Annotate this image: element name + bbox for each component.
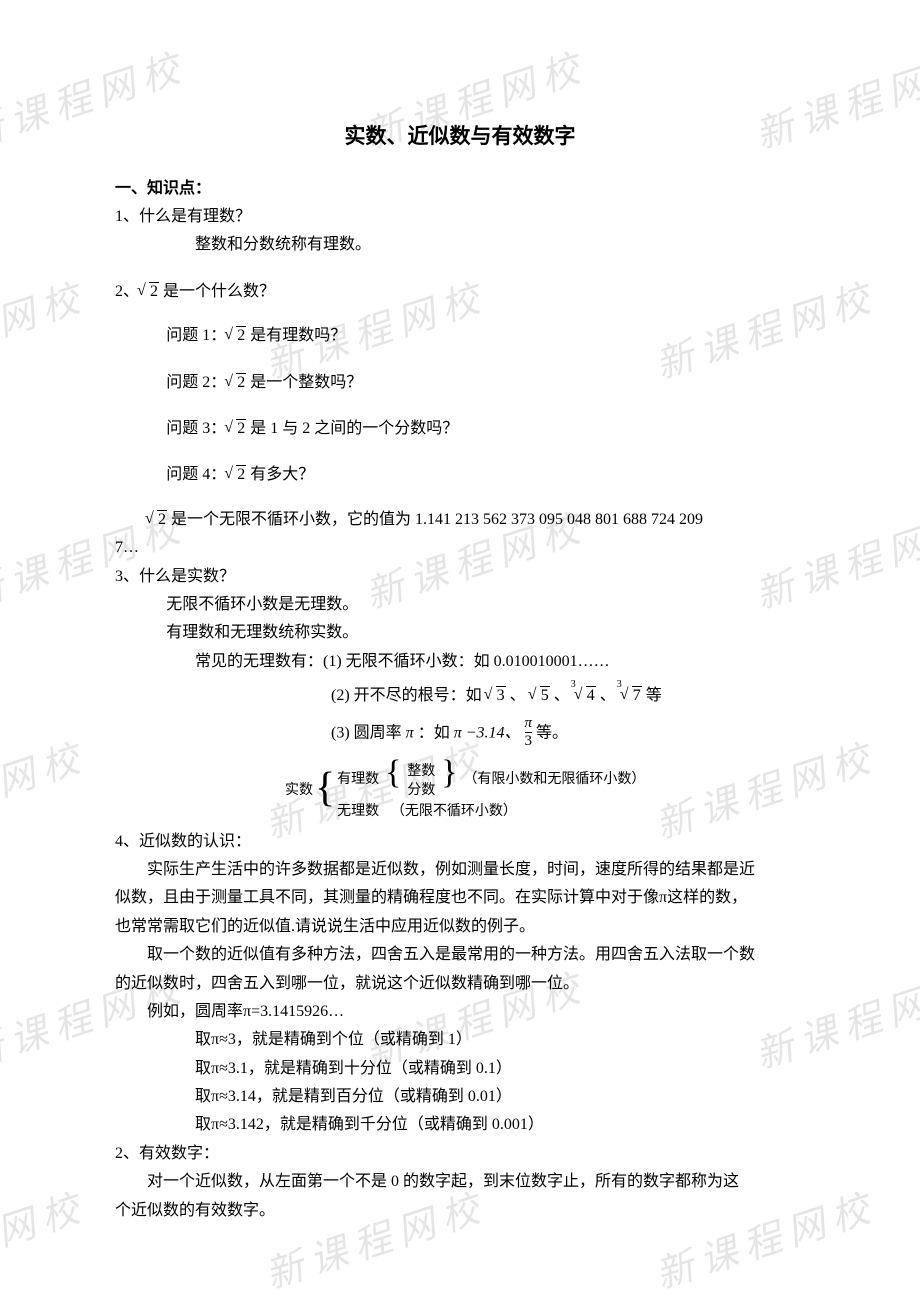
sqrt-icon: 2 bbox=[226, 323, 246, 349]
pi-fraction: π 3 bbox=[525, 715, 533, 749]
q1-pre: 问题 1： bbox=[166, 327, 226, 344]
item-1-question: 1、什么是有理数？ bbox=[115, 204, 805, 230]
item-4-para2b: 的近似数时，四舍五入到哪一位，就说这个近似数精确到哪一位。 bbox=[115, 971, 805, 997]
sqrt-radicand: 2 bbox=[236, 326, 246, 344]
tree-rational-row: 有理数 { 整数 分数 } （有限小数和无限循环小数） bbox=[337, 757, 645, 799]
item-5-heading: 2、有效数字： bbox=[115, 1141, 805, 1167]
tree-rational-note: （有限小数和无限循环小数） bbox=[463, 770, 645, 786]
sqrt-radicand: 2 bbox=[236, 465, 246, 483]
sqrt-icon: 2 bbox=[139, 279, 159, 305]
item-4-para1c: 也常常需取它们的近似值.请说说生活中应用近似数的例子。 bbox=[115, 914, 805, 940]
sqrt-radicand: 5 bbox=[540, 686, 550, 704]
pi-minus: π −3.14、 bbox=[454, 725, 521, 742]
real-number-tree: 实数 { 有理数 { 整数 分数 } （有限小数和无限循环小数） 无理数 （无限… bbox=[115, 757, 805, 820]
tree-irrational: 无理数 bbox=[337, 802, 379, 818]
sqrt-icon: 2 bbox=[226, 370, 246, 396]
sqrt2-value-line: 2 是一个无限不循环小数，它的值为 1.141 213 562 373 095 … bbox=[115, 507, 805, 533]
cuberoot-icon: 4 bbox=[574, 683, 596, 709]
item-5-line-1: 对一个近似数，从左面第一个不是 0 的数字起，到末位数字止，所有的数字都称为这 bbox=[115, 1169, 805, 1195]
item-3-line-2: 有理数和无理数统称实数。 bbox=[115, 620, 805, 646]
sqrt-icon: 3 bbox=[486, 683, 506, 709]
item-4-para1a: 实际生产生活中的许多数据都是近似数，例如测量长度，时间，速度所得的结果都是近 bbox=[115, 857, 805, 883]
pi-ex-1: 取π≈3，就是精确到个位（或精确到 1） bbox=[115, 1027, 805, 1053]
document-page: 实数、近似数与有效数字 一、知识点： 1、什么是有理数？ 整数和分数统称有理数。… bbox=[0, 0, 920, 1276]
tree-root: 实数 bbox=[285, 780, 313, 799]
root-ex-post: 等 bbox=[646, 687, 662, 704]
tree-irrational-row: 无理数 （无限不循环小数） bbox=[337, 800, 645, 821]
item-3-line-1: 无限不循环小数是无理数。 bbox=[115, 592, 805, 618]
q3-pre: 问题 3： bbox=[166, 420, 226, 437]
item-5-line-2: 个近似数的有效数字。 bbox=[115, 1198, 805, 1224]
pi-ex-pre: (3) 圆周率 bbox=[331, 725, 402, 742]
item-4-heading: 4、近似数的认识： bbox=[115, 829, 805, 855]
pi-ex-post: 等。 bbox=[536, 725, 568, 742]
pi-symbol: π bbox=[406, 725, 414, 742]
item-2-heading: 2、 2 是一个什么数？ bbox=[115, 279, 805, 305]
q4-pre: 问题 4： bbox=[166, 466, 226, 483]
sqrt2-value-cont: 7… bbox=[115, 535, 805, 561]
item-2-pre: 2、 bbox=[115, 283, 139, 300]
sqrt-icon: 2 bbox=[226, 462, 246, 488]
question-1: 问题 1： 2 是有理数吗？ bbox=[115, 323, 805, 349]
question-2: 问题 2： 2 是一个整数吗？ bbox=[115, 370, 805, 396]
sqrt-icon: 5 bbox=[530, 683, 550, 709]
pi-ex-3: 取π≈3.14，就是精到百分位（或精确到 0.01） bbox=[115, 1084, 805, 1110]
frac-numerator: π bbox=[525, 715, 533, 732]
question-3: 问题 3： 2 是 1 与 2 之间的一个分数吗？ bbox=[115, 416, 805, 442]
q1-post: 是有理数吗？ bbox=[246, 327, 346, 344]
sqrt-radicand: 2 bbox=[236, 419, 246, 437]
pi-ex-mid: ：如 bbox=[418, 725, 450, 742]
q4-post: 有多大？ bbox=[246, 466, 314, 483]
cbrt-radicand: 4 bbox=[586, 686, 596, 704]
q3-post: 是 1 与 2 之间的一个分数吗？ bbox=[246, 420, 458, 437]
sqrt2-value-text: 是一个无限不循环小数，它的值为 1.141 213 562 373 095 04… bbox=[167, 511, 703, 528]
root-example-line: (2) 开不尽的根号：如 3 、 5 、 4 、 7 等 bbox=[115, 683, 805, 709]
brace-icon: { bbox=[383, 754, 403, 791]
sqrt-radicand: 2 bbox=[157, 510, 167, 528]
q2-post: 是一个整数吗？ bbox=[246, 374, 362, 391]
tree-irrational-note: （无限不循环小数） bbox=[391, 802, 517, 818]
item-3-line-3: 常见的无理数有：(1) 无限不循环小数：如 0.010010001…… bbox=[115, 649, 805, 675]
brace-icon: } bbox=[439, 754, 459, 791]
item-3-question: 3、什么是实数？ bbox=[115, 564, 805, 590]
cuberoot-icon: 7 bbox=[620, 683, 642, 709]
tree-rational: 有理数 bbox=[337, 770, 379, 786]
tree-int: 整数 bbox=[407, 761, 435, 780]
item-1-answer: 整数和分数统称有理数。 bbox=[115, 232, 805, 258]
q2-pre: 问题 2： bbox=[166, 374, 226, 391]
sqrt-icon: 2 bbox=[147, 507, 167, 533]
page-title: 实数、近似数与有效数字 bbox=[115, 120, 805, 150]
cbrt-radicand: 7 bbox=[632, 686, 642, 704]
sqrt-radicand: 3 bbox=[496, 686, 506, 704]
root-ex-pre: (2) 开不尽的根号：如 bbox=[331, 687, 482, 704]
pi-ex-4: 取π≈3.142，就是精确到千分位（或精确到 0.001） bbox=[115, 1112, 805, 1138]
frac-denominator: 3 bbox=[525, 732, 533, 750]
tree-frac: 分数 bbox=[407, 780, 435, 799]
item-4-para1b: 似数，且由于测量工具不同，其测量的精确程度也不同。在实际计算中对于像π这样的数， bbox=[115, 885, 805, 911]
question-4: 问题 4： 2 有多大？ bbox=[115, 462, 805, 488]
pi-example-line: (3) 圆周率 π ：如 π −3.14、 π 3 等。 bbox=[115, 717, 805, 751]
section-1-heading: 一、知识点： bbox=[115, 174, 805, 198]
pi-ex-2: 取π≈3.1，就是精确到十分位（或精确到 0.1） bbox=[115, 1056, 805, 1082]
pi-example-head: 例如，圆周率π=3.1415926… bbox=[115, 999, 805, 1025]
sqrt-radicand: 2 bbox=[236, 373, 246, 391]
item-2-post: 是一个什么数？ bbox=[159, 283, 275, 300]
item-4-para2a: 取一个数的近似值有多种方法，四舍五入是最常用的一种方法。用四舍五入法取一个数 bbox=[115, 942, 805, 968]
sqrt-radicand: 2 bbox=[149, 282, 159, 300]
sqrt-icon: 2 bbox=[226, 416, 246, 442]
brace-icon: { bbox=[313, 770, 337, 808]
